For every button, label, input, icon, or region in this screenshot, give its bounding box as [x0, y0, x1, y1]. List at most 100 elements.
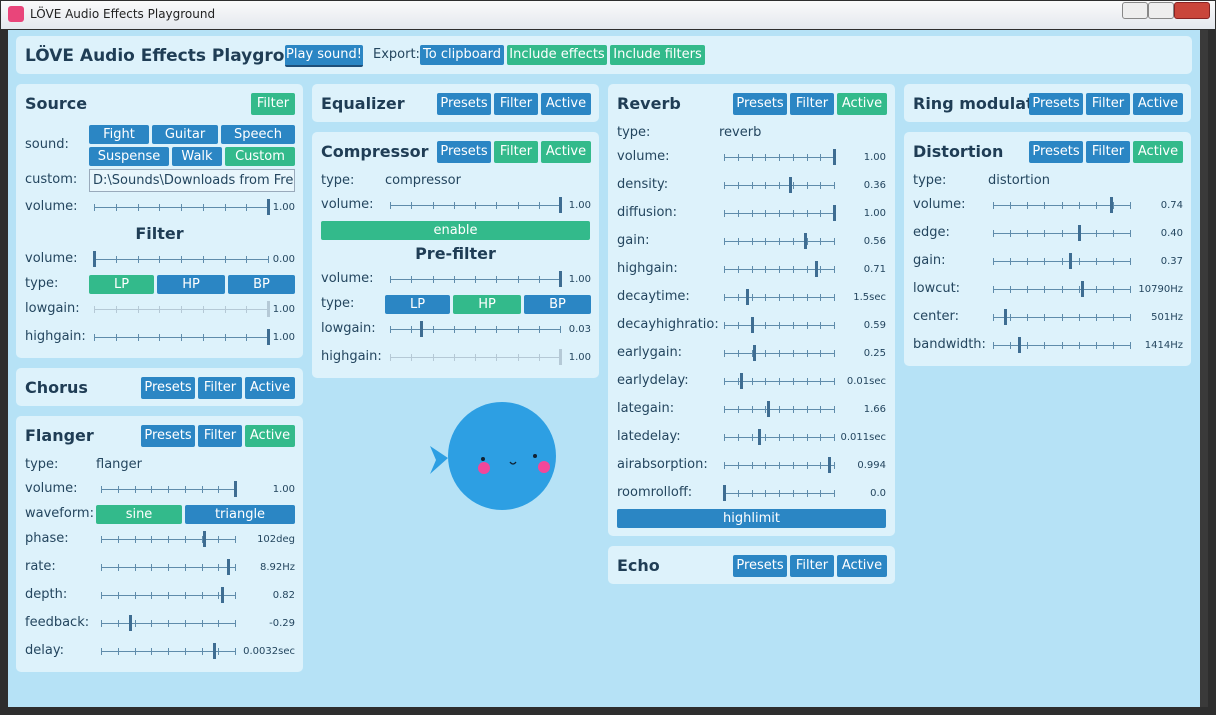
option-button[interactable]: LP: [385, 295, 450, 314]
header-button[interactable]: Active: [1133, 93, 1183, 115]
header-button[interactable]: Active: [837, 93, 887, 115]
header-button[interactable]: Filter: [251, 93, 295, 115]
header-button[interactable]: Filter: [790, 555, 834, 577]
slider-knob[interactable]: [767, 401, 770, 417]
slider-knob[interactable]: [220, 587, 224, 603]
slider-tick: [224, 256, 226, 263]
play-button[interactable]: Play sound!: [285, 45, 363, 67]
header-button[interactable]: Active: [837, 555, 887, 577]
slider-knob[interactable]: [212, 643, 216, 659]
slider-knob[interactable]: [1078, 225, 1082, 241]
slider-knob[interactable]: [267, 301, 270, 317]
slider-knob[interactable]: [419, 321, 423, 337]
option-button[interactable]: HP: [157, 275, 225, 294]
slider-tick: [820, 322, 822, 329]
slider-knob[interactable]: [559, 197, 562, 213]
wide-button[interactable]: highlimit: [617, 509, 886, 528]
slider-tick: [168, 592, 169, 599]
header-button[interactable]: Presets: [733, 93, 787, 115]
slider-knob[interactable]: [758, 429, 762, 445]
slider-knob[interactable]: [752, 345, 756, 361]
slider-tick: [820, 238, 822, 245]
option-button[interactable]: triangle: [185, 505, 295, 524]
option-button[interactable]: Guitar: [152, 125, 218, 144]
header-button[interactable]: Presets: [1029, 93, 1083, 115]
header-button[interactable]: Active: [541, 93, 591, 115]
row-label: diffusion:: [617, 205, 678, 220]
row-label: gain:: [617, 233, 650, 248]
slider-knob[interactable]: [559, 349, 562, 365]
slider-knob[interactable]: [267, 329, 270, 345]
slider-knob[interactable]: [1004, 309, 1008, 325]
header-button[interactable]: Presets: [437, 141, 491, 163]
slider-knob[interactable]: [750, 317, 754, 333]
slider-knob[interactable]: [804, 233, 808, 249]
header-button[interactable]: Active: [541, 141, 591, 163]
slider-knob[interactable]: [815, 261, 819, 277]
slider-tick: [834, 378, 835, 385]
slider-knob[interactable]: [833, 149, 836, 165]
header-button[interactable]: Filter: [1086, 141, 1130, 163]
slider-knob[interactable]: [789, 177, 792, 193]
slider-tick: [411, 276, 413, 283]
slider-knob[interactable]: [1081, 281, 1085, 297]
export-button[interactable]: Include effects: [507, 45, 607, 65]
slider-tick: [201, 620, 203, 627]
slider-knob[interactable]: [833, 205, 836, 221]
header-button[interactable]: Presets: [141, 425, 195, 447]
export-button[interactable]: Include filters: [610, 45, 705, 65]
header-button[interactable]: Filter: [790, 93, 834, 115]
maximize[interactable]: [1148, 2, 1174, 19]
header-button[interactable]: Active: [1133, 141, 1183, 163]
minimize[interactable]: [1122, 2, 1148, 19]
header-button[interactable]: Filter: [198, 377, 242, 399]
slider-knob[interactable]: [93, 251, 96, 267]
text-input[interactable]: D:\Sounds\Downloads from Free: [89, 169, 295, 192]
option-button[interactable]: sine: [96, 505, 182, 524]
header-button[interactable]: Presets: [733, 555, 787, 577]
option-button[interactable]: LP: [89, 275, 154, 294]
slider-knob[interactable]: [234, 481, 237, 497]
slider-knob[interactable]: [267, 199, 270, 215]
slider-knob[interactable]: [1018, 337, 1022, 353]
slider-value: 1.66: [863, 404, 886, 415]
header-button[interactable]: Filter: [494, 141, 538, 163]
slider-knob[interactable]: [559, 271, 562, 287]
export-button[interactable]: To clipboard: [420, 45, 504, 65]
slider-knob[interactable]: [827, 457, 831, 473]
option-button[interactable]: HP: [453, 295, 521, 314]
option-button[interactable]: Fight: [89, 125, 149, 144]
header-button[interactable]: Filter: [198, 425, 242, 447]
slider-tick: [737, 238, 739, 245]
header-button[interactable]: Presets: [1029, 141, 1083, 163]
slider-knob[interactable]: [746, 289, 750, 305]
option-button[interactable]: BP: [228, 275, 295, 294]
slider-tick: [475, 354, 476, 361]
option-button[interactable]: Suspense: [89, 147, 169, 166]
slider-tick: [820, 406, 822, 413]
option-button[interactable]: BP: [524, 295, 591, 314]
close[interactable]: [1174, 2, 1210, 19]
slider-tick: [184, 648, 186, 655]
slider-knob[interactable]: [203, 531, 207, 547]
header-button[interactable]: Active: [245, 377, 295, 399]
header-button[interactable]: Presets: [437, 93, 491, 115]
slider-knob[interactable]: [723, 485, 726, 501]
slider-value: -0.29: [269, 618, 295, 629]
header-button[interactable]: Filter: [1086, 93, 1130, 115]
option-button[interactable]: Custom: [225, 147, 295, 166]
slider-tick: [1095, 230, 1097, 237]
header-button[interactable]: Filter: [494, 93, 538, 115]
slider-knob[interactable]: [739, 373, 743, 389]
wide-button[interactable]: enable: [321, 221, 590, 240]
header-button[interactable]: Presets: [141, 377, 195, 399]
slider-tick: [538, 326, 540, 333]
slider-tick: [779, 238, 780, 245]
option-button[interactable]: Speech: [221, 125, 295, 144]
slider-knob[interactable]: [129, 615, 133, 631]
slider-knob[interactable]: [1068, 253, 1072, 269]
header-button[interactable]: Active: [245, 425, 295, 447]
option-button[interactable]: Walk: [172, 147, 222, 166]
slider-knob[interactable]: [1109, 197, 1113, 213]
slider-knob[interactable]: [227, 559, 231, 575]
